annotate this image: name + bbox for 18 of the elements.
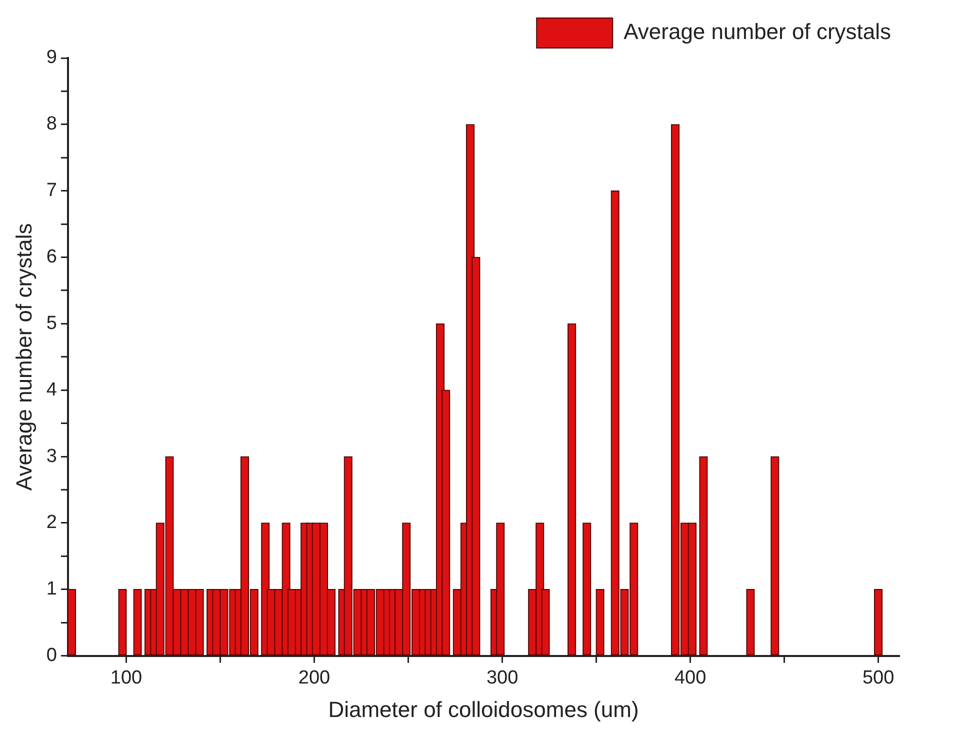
x-tick-label: 300: [486, 667, 518, 688]
x-tick-label: 100: [110, 667, 142, 688]
x-tick-label: 400: [674, 667, 706, 688]
x-tick-label: 500: [862, 667, 894, 688]
y-tick-label: 0: [46, 645, 57, 666]
legend-label: Average number of crystals: [624, 19, 892, 44]
x-tick-label: 200: [298, 667, 330, 688]
y-tick-label: 6: [46, 246, 57, 268]
y-tick-label: 1: [46, 578, 57, 600]
y-tick-label: 3: [46, 446, 57, 467]
y-tick-label: 9: [46, 47, 57, 68]
y-tick-label: 7: [46, 180, 57, 202]
y-tick-label: 2: [46, 512, 57, 534]
y-tick-label: 4: [46, 379, 58, 400]
x-axis-title: Diameter of colloidosomes (um): [328, 696, 639, 722]
y-tick-label: 5: [46, 312, 57, 334]
y-tick-label: 8: [46, 114, 57, 135]
y-axis-title: Average number of crystals: [11, 223, 36, 491]
